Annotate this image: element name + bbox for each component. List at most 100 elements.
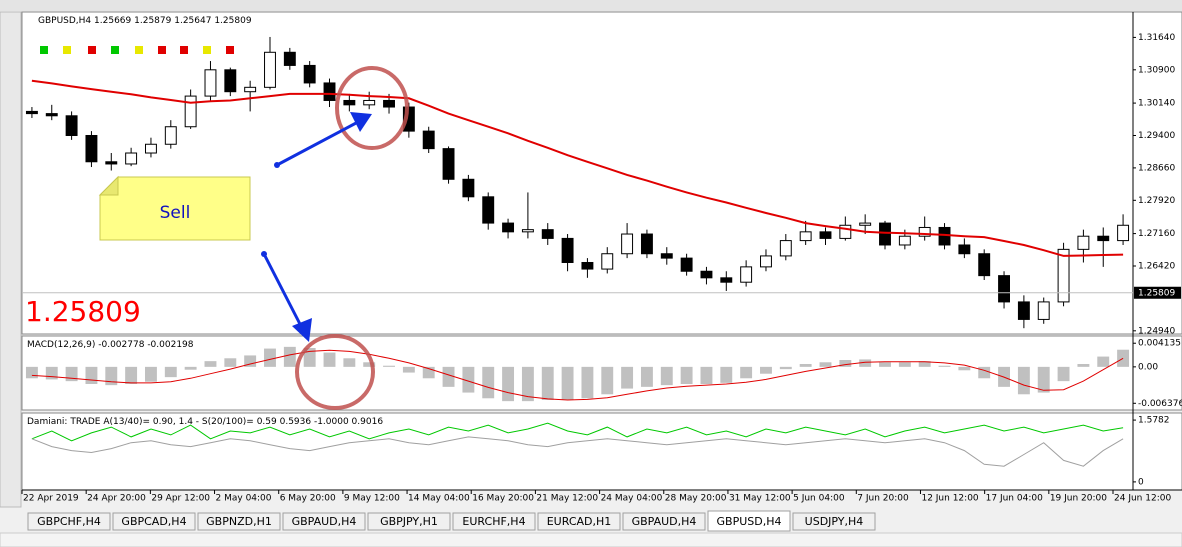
panel-title: GBPUSD,H4	[38, 16, 91, 26]
tab[interactable]	[622, 512, 706, 531]
candle-body	[799, 231, 812, 242]
histogram-bar	[541, 366, 554, 400]
tab[interactable]	[792, 512, 876, 531]
candle-body	[958, 244, 971, 255]
tab-label[interactable]: GBPNZD,H1	[206, 515, 272, 528]
tab[interactable]	[112, 512, 196, 531]
candle-body	[1117, 224, 1130, 242]
annotations: Sell	[98, 66, 409, 410]
tab[interactable]	[537, 512, 621, 531]
x-tick-label: 16 May 20:00	[472, 494, 534, 504]
dot	[180, 46, 188, 54]
histogram-bar	[760, 366, 772, 374]
histogram-bar	[204, 361, 217, 367]
x-tick-label: 14 May 04:00	[408, 494, 470, 504]
histogram-bar	[561, 366, 574, 400]
histogram-bar	[363, 362, 376, 367]
tab[interactable]	[452, 512, 536, 531]
x-tick-label: 17 Jun 04:00	[986, 494, 1043, 504]
histogram-bar	[601, 366, 614, 395]
tab[interactable]	[27, 512, 111, 531]
histogram-bar	[264, 348, 276, 367]
histogram-bar	[581, 366, 594, 399]
histogram-bar	[680, 366, 693, 384]
circle-mark	[335, 66, 409, 150]
dot	[135, 46, 143, 54]
tab-label[interactable]: GBPUSD,H4	[717, 515, 782, 528]
dot	[88, 46, 96, 54]
histogram-bar	[700, 366, 713, 384]
candle-body	[918, 226, 931, 237]
histogram-bar	[45, 366, 58, 380]
tab-label[interactable]: GBPJPY,H1	[380, 515, 438, 528]
y-tick-label: 0.004135	[1138, 339, 1181, 349]
candle-body	[1037, 301, 1050, 320]
arrow-head	[350, 112, 372, 132]
candle-body	[581, 261, 594, 270]
candle-body	[363, 99, 376, 106]
candle-body	[105, 161, 118, 165]
histogram-bar	[303, 348, 316, 367]
candle-body	[680, 257, 693, 272]
histogram-bar	[462, 366, 475, 393]
tab-label[interactable]: EURCHF,H4	[462, 515, 525, 528]
candle-body	[740, 266, 753, 283]
histogram-bar	[1037, 366, 1050, 393]
dot	[158, 46, 166, 54]
tab[interactable]	[367, 512, 451, 531]
tab-label[interactable]: GBPAUD,H4	[632, 515, 697, 528]
tab-label[interactable]: USDJPY,H4	[805, 515, 864, 528]
x-tick-label: 28 May 20:00	[665, 494, 727, 504]
histogram-bar	[323, 352, 336, 367]
tab-label[interactable]: GBPAUD,H4	[292, 515, 357, 528]
histogram-bar	[621, 366, 634, 389]
candle-body	[998, 275, 1011, 303]
indicator-line	[31, 436, 1124, 467]
histogram-bar	[383, 365, 395, 367]
histogram-bar	[938, 365, 951, 367]
panel-header: Damiani: TRADE A(13/40)= 0.90, 1.4 - S(2…	[27, 417, 383, 427]
candle-body	[442, 148, 455, 180]
candle-body	[720, 277, 733, 283]
y-tick-label: 0.00	[1138, 362, 1158, 372]
tab[interactable]	[197, 512, 281, 531]
x-tick-label: 31 May 12:00	[729, 494, 791, 504]
tab[interactable]	[707, 510, 791, 532]
candle-body	[1097, 235, 1110, 242]
candle-body	[383, 99, 395, 108]
histogram-bar	[184, 366, 197, 370]
tab-label[interactable]: GBPCAD,H4	[121, 515, 186, 528]
x-tick-label: 24 May 04:00	[601, 494, 663, 504]
histogram-bar	[779, 366, 792, 370]
toolbar	[0, 0, 1182, 11]
histogram-bar	[918, 361, 931, 367]
histogram-bar	[145, 366, 157, 382]
arrow	[262, 253, 304, 329]
arrow-tail	[261, 251, 267, 257]
histogram-bar	[402, 366, 415, 373]
indicator-line	[31, 79, 1124, 257]
histogram-bar	[740, 366, 753, 379]
histogram-bar	[65, 366, 78, 382]
indicator-line	[31, 422, 1124, 442]
header-value: -0.002778	[98, 340, 144, 350]
candle-body	[25, 110, 38, 115]
tab-label[interactable]: GBPCHF,H4	[37, 515, 101, 528]
histogram-bar	[640, 366, 653, 387]
plot-layer: GBPUSD,H4 1.25669 1.25879 1.25647 1.2580…	[21, 16, 1182, 532]
tab-label[interactable]: EURCAD,H1	[547, 515, 612, 528]
candle-body	[898, 235, 911, 246]
candle-body	[779, 240, 792, 257]
tab[interactable]	[282, 512, 366, 531]
panel-title: Damiani: TRADE A(13/40)= 0.90, 1.4 - S(2…	[27, 417, 383, 427]
histogram-bar	[660, 366, 673, 386]
x-tick-label: 29 Apr 12:00	[151, 494, 210, 504]
candle-body	[700, 270, 713, 279]
candle-body	[283, 51, 296, 66]
candle-body	[303, 64, 316, 84]
candle-body	[978, 253, 991, 277]
panel-header: GBPUSD,H4 1.25669 1.25879 1.25647 1.2580…	[38, 16, 252, 26]
histogram-bar	[422, 366, 435, 379]
x-tick-label: 22 Apr 2019	[23, 494, 79, 504]
y-tick-label: 1.27160	[1138, 229, 1175, 239]
